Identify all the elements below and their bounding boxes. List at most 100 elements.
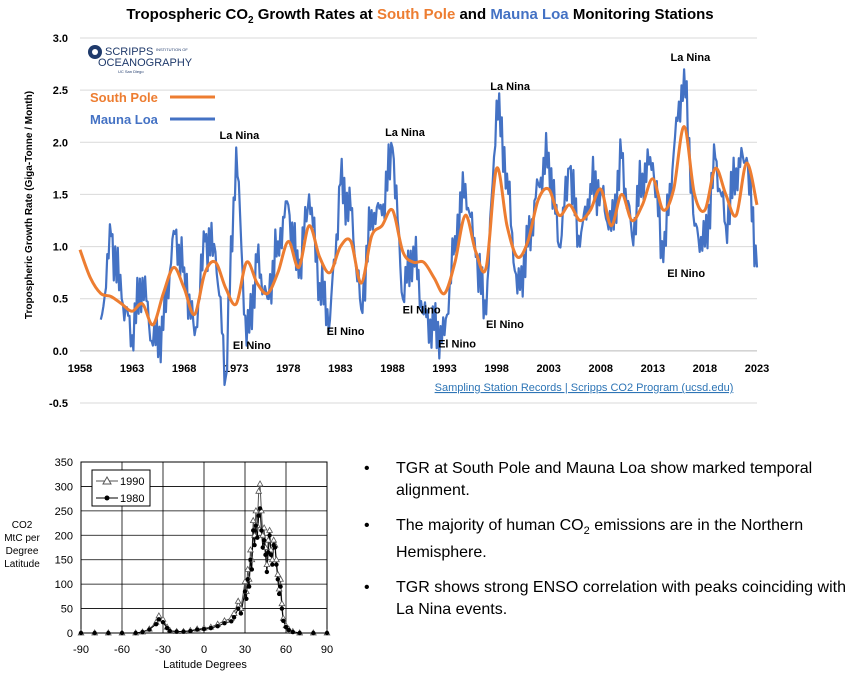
y-tick-label: 50 <box>61 604 73 616</box>
y-tick-label: 0.0 <box>53 346 68 358</box>
annotation-label: El Nino <box>327 326 365 338</box>
marker-1980 <box>264 569 270 575</box>
title-south-pole: South Pole <box>376 6 456 23</box>
x-tick-label: -30 <box>155 644 171 656</box>
y-tick-label: 2.5 <box>53 85 68 97</box>
x-tick-label: 1968 <box>172 363 196 375</box>
x-tick-label: 2003 <box>536 363 560 375</box>
marker-1980 <box>275 577 280 582</box>
marker-1990 <box>268 555 276 563</box>
marker-1980 <box>229 619 234 624</box>
bullet-item: • The majority of human CO2 emissions are… <box>364 517 804 562</box>
source-link[interactable]: Sampling Station Records | Scripps CO2 P… <box>435 382 734 394</box>
marker-1990 <box>246 546 254 553</box>
marker-1980 <box>140 629 145 635</box>
marker-1980 <box>119 630 125 636</box>
marker-1980 <box>201 626 207 632</box>
marker-1990 <box>256 480 264 487</box>
x-tick-label: 2023 <box>745 363 769 375</box>
marker-1980 <box>283 624 289 630</box>
legend-label-1980: 1980 <box>120 493 144 505</box>
marker-1980 <box>257 506 263 511</box>
marker-1980 <box>208 625 214 631</box>
x-tick-label: 1983 <box>328 363 352 375</box>
marker-1980 <box>260 545 265 550</box>
marker-1980 <box>231 615 237 620</box>
scripps-logo: SCRIPPS INSTITUTION OF OCEANOGRAPHY UC S… <box>88 45 193 74</box>
marker-1980 <box>222 621 227 626</box>
y-tick-label: 1.0 <box>53 242 68 254</box>
x-tick-label: 2008 <box>589 363 613 375</box>
chart2-y-axis-title-line: Latitude <box>4 559 40 570</box>
marker-1980 <box>249 567 255 572</box>
marker-1980 <box>106 630 111 636</box>
bullet-item: • TGR at South Pole and Mauna Loa show ma… <box>364 460 813 499</box>
marker-1990 <box>234 597 242 604</box>
logo-line2: OCEANOGRAPHY <box>98 57 193 69</box>
marker-1990 <box>259 531 267 538</box>
marker-1980 <box>324 630 330 636</box>
marker-1980 <box>274 562 279 567</box>
title-mauna-loa: Mauna Loa <box>490 6 569 23</box>
marker-1980 <box>286 627 291 633</box>
marker-1980 <box>261 537 267 543</box>
annotation-label: El Nino <box>403 304 441 316</box>
annotation-label: El Nino <box>486 319 524 331</box>
y-tick-label: 1.5 <box>53 189 68 201</box>
y-tick-label: 250 <box>55 506 73 518</box>
marker-1980 <box>251 528 256 533</box>
y-tick-label: 0.5 <box>53 294 68 306</box>
annotation-label: La Nina <box>385 127 426 139</box>
marker-1980 <box>248 557 253 562</box>
tgr-line-chart: -0.5 0.0 0.5 1.0 1.5 2.0 2.5 3.0 1958 1963 1968 197… <box>24 33 769 410</box>
x-tick-label: 1998 <box>484 363 508 375</box>
marker-1980 <box>164 625 170 631</box>
chart-legend: South Pole Mauna Loa <box>90 90 215 127</box>
annotation-label: La Nina <box>670 52 711 64</box>
marker-1990 <box>270 536 278 543</box>
marker-1980 <box>242 589 248 594</box>
marker-1980 <box>276 591 282 597</box>
marker-1980 <box>252 542 257 548</box>
marker-1980 <box>235 606 241 611</box>
y-tick-label: 350 <box>55 457 73 469</box>
y-tick-label: 300 <box>55 481 73 493</box>
marker-1980 <box>244 596 249 601</box>
x-tick-label: 2018 <box>693 363 717 375</box>
x-tick-label: 1958 <box>68 363 92 375</box>
annotation-label: El Nino <box>667 268 705 280</box>
marker-1980 <box>272 545 278 550</box>
chart2-x-axis-title: Latitude Degrees <box>163 659 247 671</box>
x-tick-label: 2013 <box>641 363 665 375</box>
x-tick-label: 1993 <box>432 363 456 375</box>
x-tick-label: 1988 <box>380 363 404 375</box>
legend-label-mauna-loa: Mauna Loa <box>90 112 159 127</box>
x-tick-label: 0 <box>201 644 207 656</box>
annotation-label: El Nino <box>438 339 476 351</box>
marker-1980 <box>245 577 250 582</box>
logo-sub: UC San Diego <box>118 69 144 74</box>
marker-1980 <box>78 630 84 636</box>
chart-title: Tropospheric CO2 Growth Rates at South P… <box>126 6 714 26</box>
marker-1980 <box>215 623 220 629</box>
chart2-legend: 1990 1980 <box>91 469 151 507</box>
marker-1990 <box>244 565 252 572</box>
y-tick-label: 150 <box>55 555 73 567</box>
bullet-icon: • <box>364 579 370 597</box>
marker-1980 <box>253 523 259 528</box>
marker-1980 <box>267 533 272 538</box>
marker-1990 <box>249 516 257 524</box>
marker-1980 <box>167 628 173 634</box>
marker-1980 <box>147 627 152 632</box>
annotation-label: El Nino <box>233 340 271 352</box>
bullet-list: • TGR at South Pole and Mauna Loa show ma… <box>362 458 857 634</box>
y-tick-label: -0.5 <box>49 398 68 410</box>
marker-1980 <box>133 630 138 636</box>
y-axis-title: Tropospheric Growth Rate (Giga-Tonne / M… <box>24 91 35 319</box>
logo-line1: SCRIPPS <box>105 46 153 58</box>
marker-1990 <box>263 560 271 568</box>
chart2-y-axis-title-line: MtC per <box>4 533 40 544</box>
y-tick-label: 2.0 <box>53 137 68 149</box>
marker-1980 <box>238 611 244 616</box>
x-tick-label: 60 <box>280 644 292 656</box>
